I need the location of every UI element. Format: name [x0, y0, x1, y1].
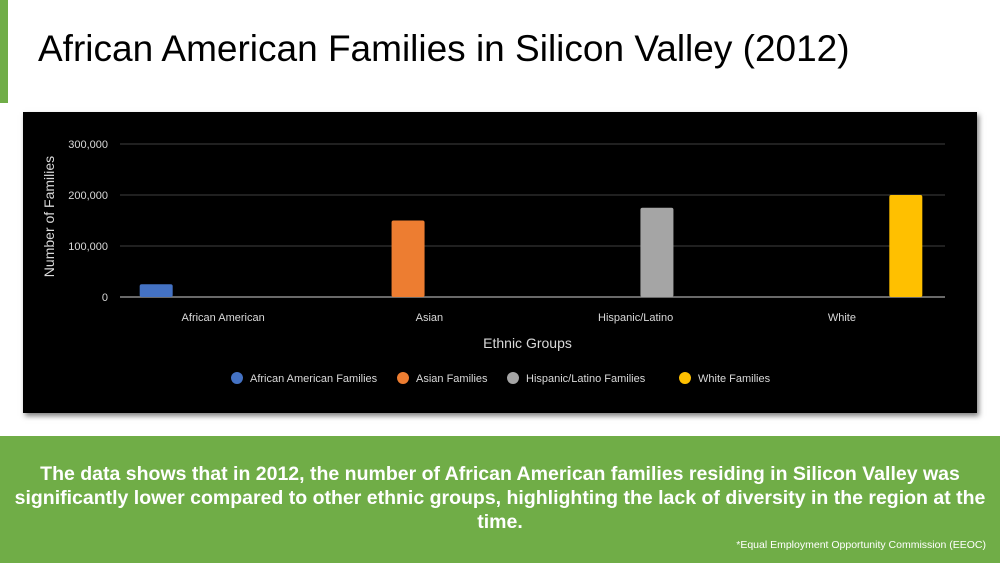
y-tick-label: 300,000: [68, 139, 108, 151]
legend-marker: [231, 372, 243, 384]
source-note: *Equal Employment Opportunity Commission…: [736, 539, 986, 551]
legend-marker: [679, 372, 691, 384]
legend-label: Asian Families: [416, 373, 488, 385]
x-tick-label: White: [828, 312, 856, 324]
y-axis-title: Number of Families: [41, 156, 57, 277]
y-tick-label: 200,000: [68, 190, 108, 202]
chart-panel: 0 100,000 200,000 300,000 African American As…: [23, 112, 977, 413]
bar: [139, 284, 173, 297]
y-tick-label: 0: [102, 292, 108, 304]
legend-marker: [507, 372, 519, 384]
x-tick-label: Hispanic/Latino: [598, 312, 673, 324]
legend-label: African American Families: [250, 373, 378, 385]
bar: [889, 195, 923, 297]
summary-box: The data shows that in 2012, the number …: [0, 436, 1000, 563]
legend-label: White Families: [698, 373, 771, 385]
x-tick-label: Asian: [416, 312, 444, 324]
legend-label: Hispanic/Latino Families: [526, 373, 646, 385]
x-tick-label: African American: [182, 312, 265, 324]
y-tick-label: 100,000: [68, 241, 108, 253]
bar: [391, 220, 425, 297]
bar: [640, 207, 674, 297]
x-axis-title: Ethnic Groups: [483, 335, 572, 351]
summary-text: The data shows that in 2012, the number …: [14, 463, 986, 533]
title-accent-bar: [0, 0, 8, 103]
bar-chart: 0 100,000 200,000 300,000 African American As…: [41, 139, 945, 385]
slide-title: African American Families in Silicon Val…: [38, 28, 850, 69]
legend-marker: [397, 372, 409, 384]
